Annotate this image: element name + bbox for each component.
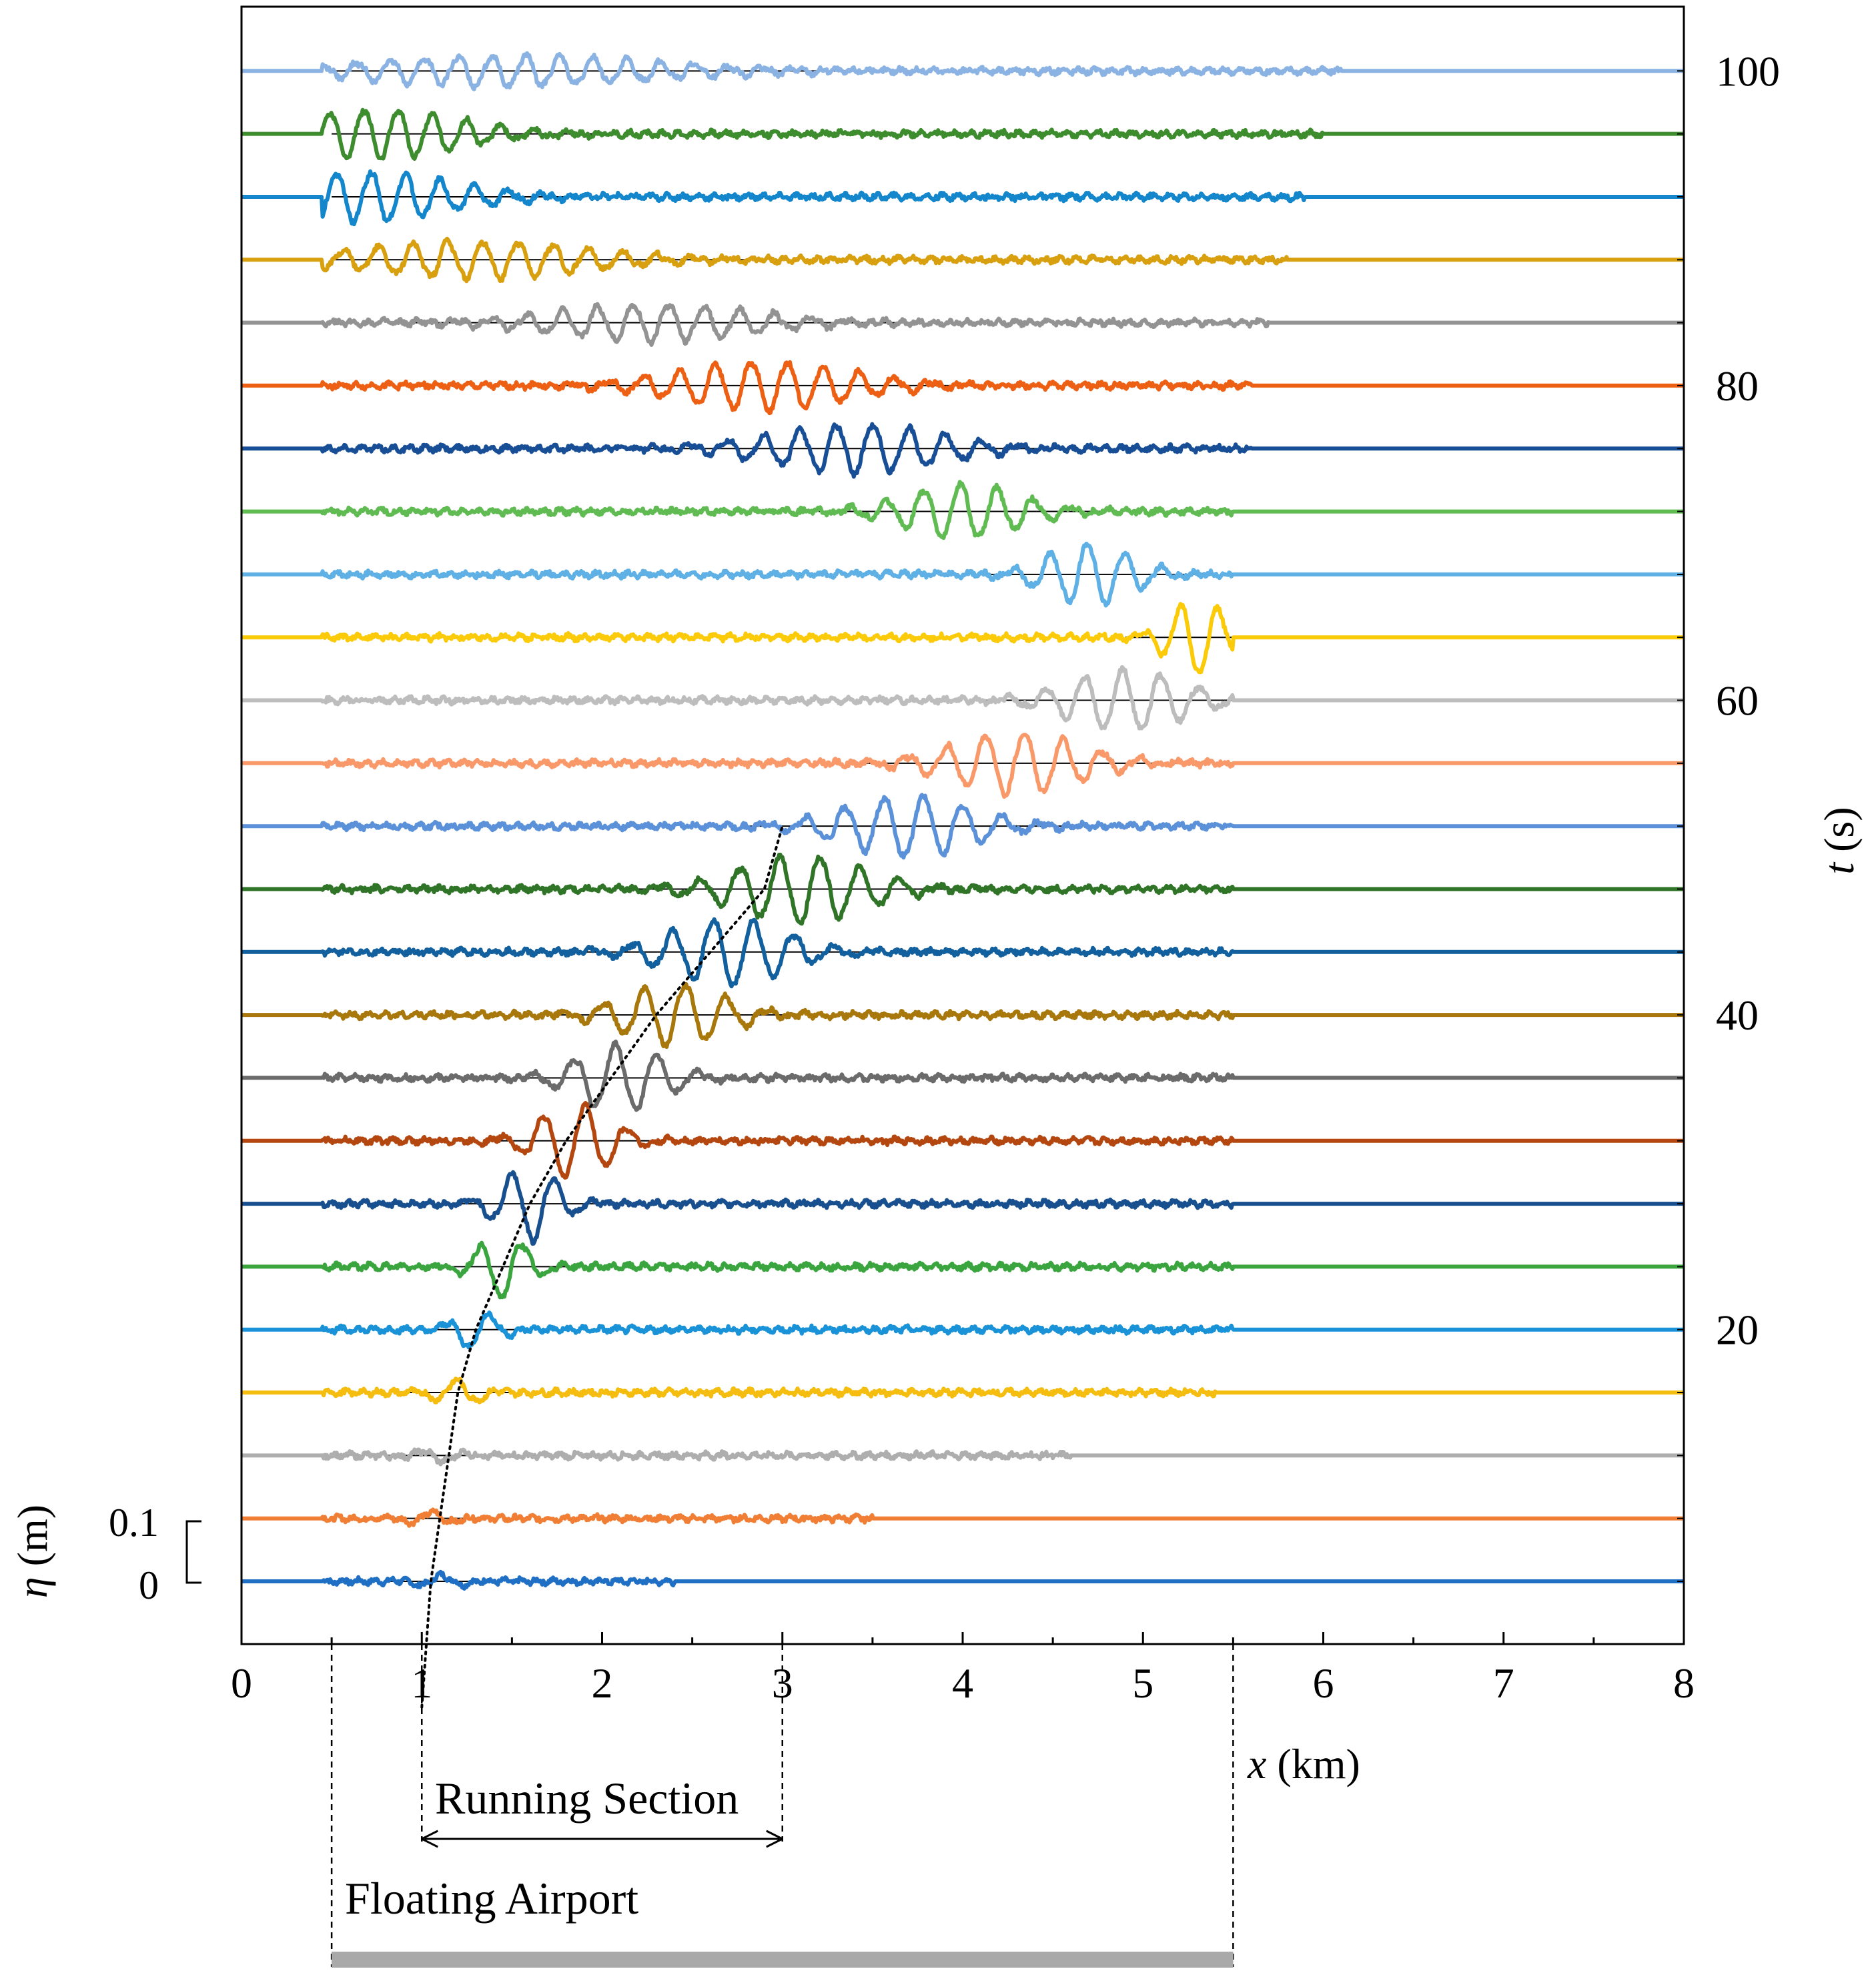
x-axis-title: x (km) [1247,1740,1360,1788]
trace-t28 [240,1170,1685,1246]
arrow-head-right [766,1830,783,1848]
floating-airport-label: Floating Airport [345,1873,638,1924]
trace-t68 [240,541,1685,608]
x-tick-label-8: 8 [1673,1659,1695,1707]
trajectory-polyline [420,825,784,1709]
amplitude-axis-title: η (m) [9,1505,56,1598]
trace-t24 [240,1240,1685,1300]
trace-t88 [240,236,1685,284]
trajectory-line [420,825,784,1709]
trace-t12 [240,1447,1685,1467]
annotations [330,1644,1234,1968]
trace-t8 [240,1507,1685,1528]
t-tick-label-40: 40 [1716,992,1759,1039]
trace-t20 [240,1310,1685,1350]
amplitude-scale-bracket [185,1520,201,1584]
trace-t60 [240,665,1685,731]
trace-t40 [240,981,1685,1050]
trace-t56 [240,733,1685,799]
t-axis-title: t (s) [1815,807,1863,874]
trace-t100 [240,51,1685,91]
x-tick-label-2: 2 [592,1659,613,1707]
floating-airport-bar [332,1952,1234,1968]
trace-t48 [240,853,1685,926]
arrow-head-left [421,1830,438,1848]
x-tick-label-6: 6 [1313,1659,1334,1707]
t-tick-label-60: 60 [1716,677,1759,725]
trace-t36 [240,1040,1685,1112]
trace-t4 [240,1569,1685,1591]
t-tick-label-20: 20 [1716,1306,1759,1354]
amplitude-scale-bottom-label: 0 [139,1563,159,1607]
trace-t76 [240,422,1685,479]
trace-t44 [240,917,1685,989]
wave-traces [240,51,1685,1591]
t-tick-label-100: 100 [1716,47,1780,95]
trace-t84 [240,302,1685,347]
amplitude-scale: 0.1 0 η (m) [9,1501,201,1607]
trace-t52 [240,793,1685,860]
t-tick-label-80: 80 [1716,362,1759,410]
trace-t64 [240,602,1685,675]
x-tick-label-5: 5 [1132,1659,1153,1707]
trace-t92 [240,169,1685,227]
trace-t32 [240,1101,1685,1180]
trace-t16 [240,1376,1685,1405]
x-tick-label-0: 0 [231,1659,252,1707]
running-section-label: Running Section [435,1773,739,1824]
x-tick-label-7: 7 [1493,1659,1514,1707]
t-axis-ticks: 20 40 60 80 100 [1677,47,1780,1582]
trace-t80 [240,360,1685,416]
x-tick-label-4: 4 [952,1659,973,1707]
trace-t72 [240,480,1685,540]
amplitude-scale-top-label: 0.1 [109,1501,159,1545]
trace-t96 [240,107,1685,161]
